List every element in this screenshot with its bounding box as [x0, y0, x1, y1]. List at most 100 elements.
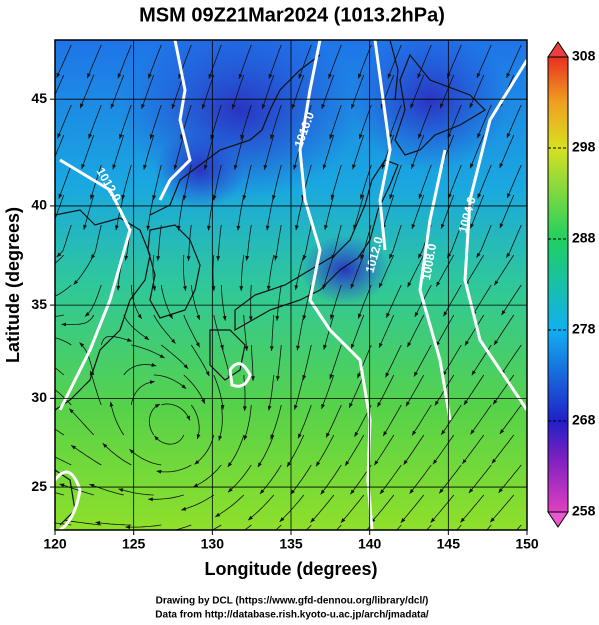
streamline-arrow	[321, 403, 325, 409]
streamline-arrow	[499, 429, 505, 434]
footer-line: Drawing by DCL (https://www.gfd-dennou.o…	[156, 596, 429, 607]
streamline-arrow	[411, 163, 415, 169]
streamline-arrow	[227, 487, 233, 493]
streamline-arrow	[386, 312, 390, 318]
streamline-arrow	[270, 134, 274, 140]
streamline-arrow	[238, 73, 243, 79]
streamline-arrow	[129, 449, 135, 454]
streamline-arrow	[239, 286, 244, 291]
streamline-arrow	[186, 256, 191, 261]
streamline	[190, 404, 200, 440]
streamline-arrow	[203, 164, 208, 170]
streamline-arrow	[381, 164, 386, 170]
streamline	[440, 194, 455, 229]
streamline	[56, 44, 72, 79]
streamline	[238, 44, 252, 80]
streamline-arrow	[261, 104, 266, 110]
streamline	[156, 464, 192, 473]
streamline-arrow	[248, 316, 253, 321]
colorbar-tick-label: 288	[572, 230, 596, 246]
streamline-arrow	[89, 370, 94, 376]
streamline-arrow	[81, 163, 86, 169]
streamline	[125, 524, 162, 528]
streamline	[493, 314, 515, 346]
streamline	[58, 164, 72, 199]
streamline-arrow	[233, 164, 238, 170]
streamline	[157, 224, 162, 261]
streamline	[298, 44, 312, 79]
streamline	[297, 404, 312, 439]
streamline	[61, 314, 95, 325]
streamline	[69, 408, 95, 436]
streamline-arrow	[407, 547, 412, 552]
streamline-arrow	[467, 547, 472, 552]
map-field	[28, 40, 527, 552]
streamline-arrow	[109, 401, 114, 407]
streamline-arrow	[28, 317, 33, 321]
streamline	[447, 104, 462, 139]
streamline-arrow	[59, 483, 65, 488]
streamline	[178, 194, 185, 231]
streamline	[55, 74, 65, 96]
coastline	[55, 209, 151, 411]
streamline-arrow	[201, 398, 205, 404]
streamline	[295, 254, 305, 291]
streamline-arrow	[310, 517, 316, 523]
streamline-arrow	[460, 517, 465, 523]
streamline-arrow	[291, 104, 296, 110]
streamline	[443, 284, 462, 317]
streamline	[464, 314, 485, 346]
streamline	[148, 44, 162, 79]
streamline-arrow	[222, 315, 227, 321]
streamline-arrow	[117, 73, 122, 79]
streamline	[476, 224, 492, 258]
streamline-arrow	[383, 431, 388, 437]
streamline-arrow	[176, 225, 181, 231]
x-axis-label: Longitude (degrees)	[204, 559, 377, 579]
streamline-arrow	[248, 515, 253, 521]
colorbar-tick-label: 278	[572, 321, 596, 337]
y-tick-label: 45	[31, 90, 47, 106]
cold-region	[350, 40, 510, 170]
streamline-arrow	[183, 364, 189, 369]
streamline	[411, 194, 425, 230]
streamline	[117, 44, 132, 79]
streamline-arrow	[359, 134, 363, 139]
streamline-arrow	[114, 225, 119, 231]
streamline	[244, 524, 252, 530]
streamline-arrow	[323, 344, 327, 350]
streamline	[411, 404, 432, 436]
streamline-arrow	[118, 488, 124, 493]
streamline-arrow	[275, 315, 280, 321]
streamline	[276, 284, 282, 321]
streamline	[183, 314, 201, 348]
streamline	[322, 134, 335, 170]
streamline	[188, 224, 192, 261]
streamline	[211, 524, 222, 530]
streamline	[387, 44, 402, 79]
streamline-arrow	[206, 225, 211, 231]
streamline-arrow	[353, 224, 357, 230]
streamline-arrow	[193, 483, 199, 488]
streamline	[213, 314, 224, 350]
streamline-arrow	[374, 460, 379, 466]
streamline-arrow	[95, 521, 101, 525]
streamline	[400, 494, 425, 524]
streamline	[55, 284, 72, 297]
streamline-arrow	[126, 337, 132, 342]
streamline	[418, 104, 432, 139]
streamline-arrow	[56, 72, 61, 78]
streamline	[227, 464, 252, 493]
streamline-arrow	[322, 164, 327, 170]
streamline-arrow	[80, 103, 84, 109]
streamline	[378, 314, 395, 349]
streamline-arrow	[274, 255, 278, 261]
streamline	[505, 224, 522, 258]
coastlines	[55, 40, 486, 526]
streamline-arrow	[156, 531, 161, 535]
x-tick-label: 120	[43, 536, 67, 552]
x-tick-label: 150	[515, 536, 539, 552]
streamline-arrow	[171, 104, 176, 110]
streamline	[141, 74, 155, 110]
streamline	[324, 194, 335, 230]
